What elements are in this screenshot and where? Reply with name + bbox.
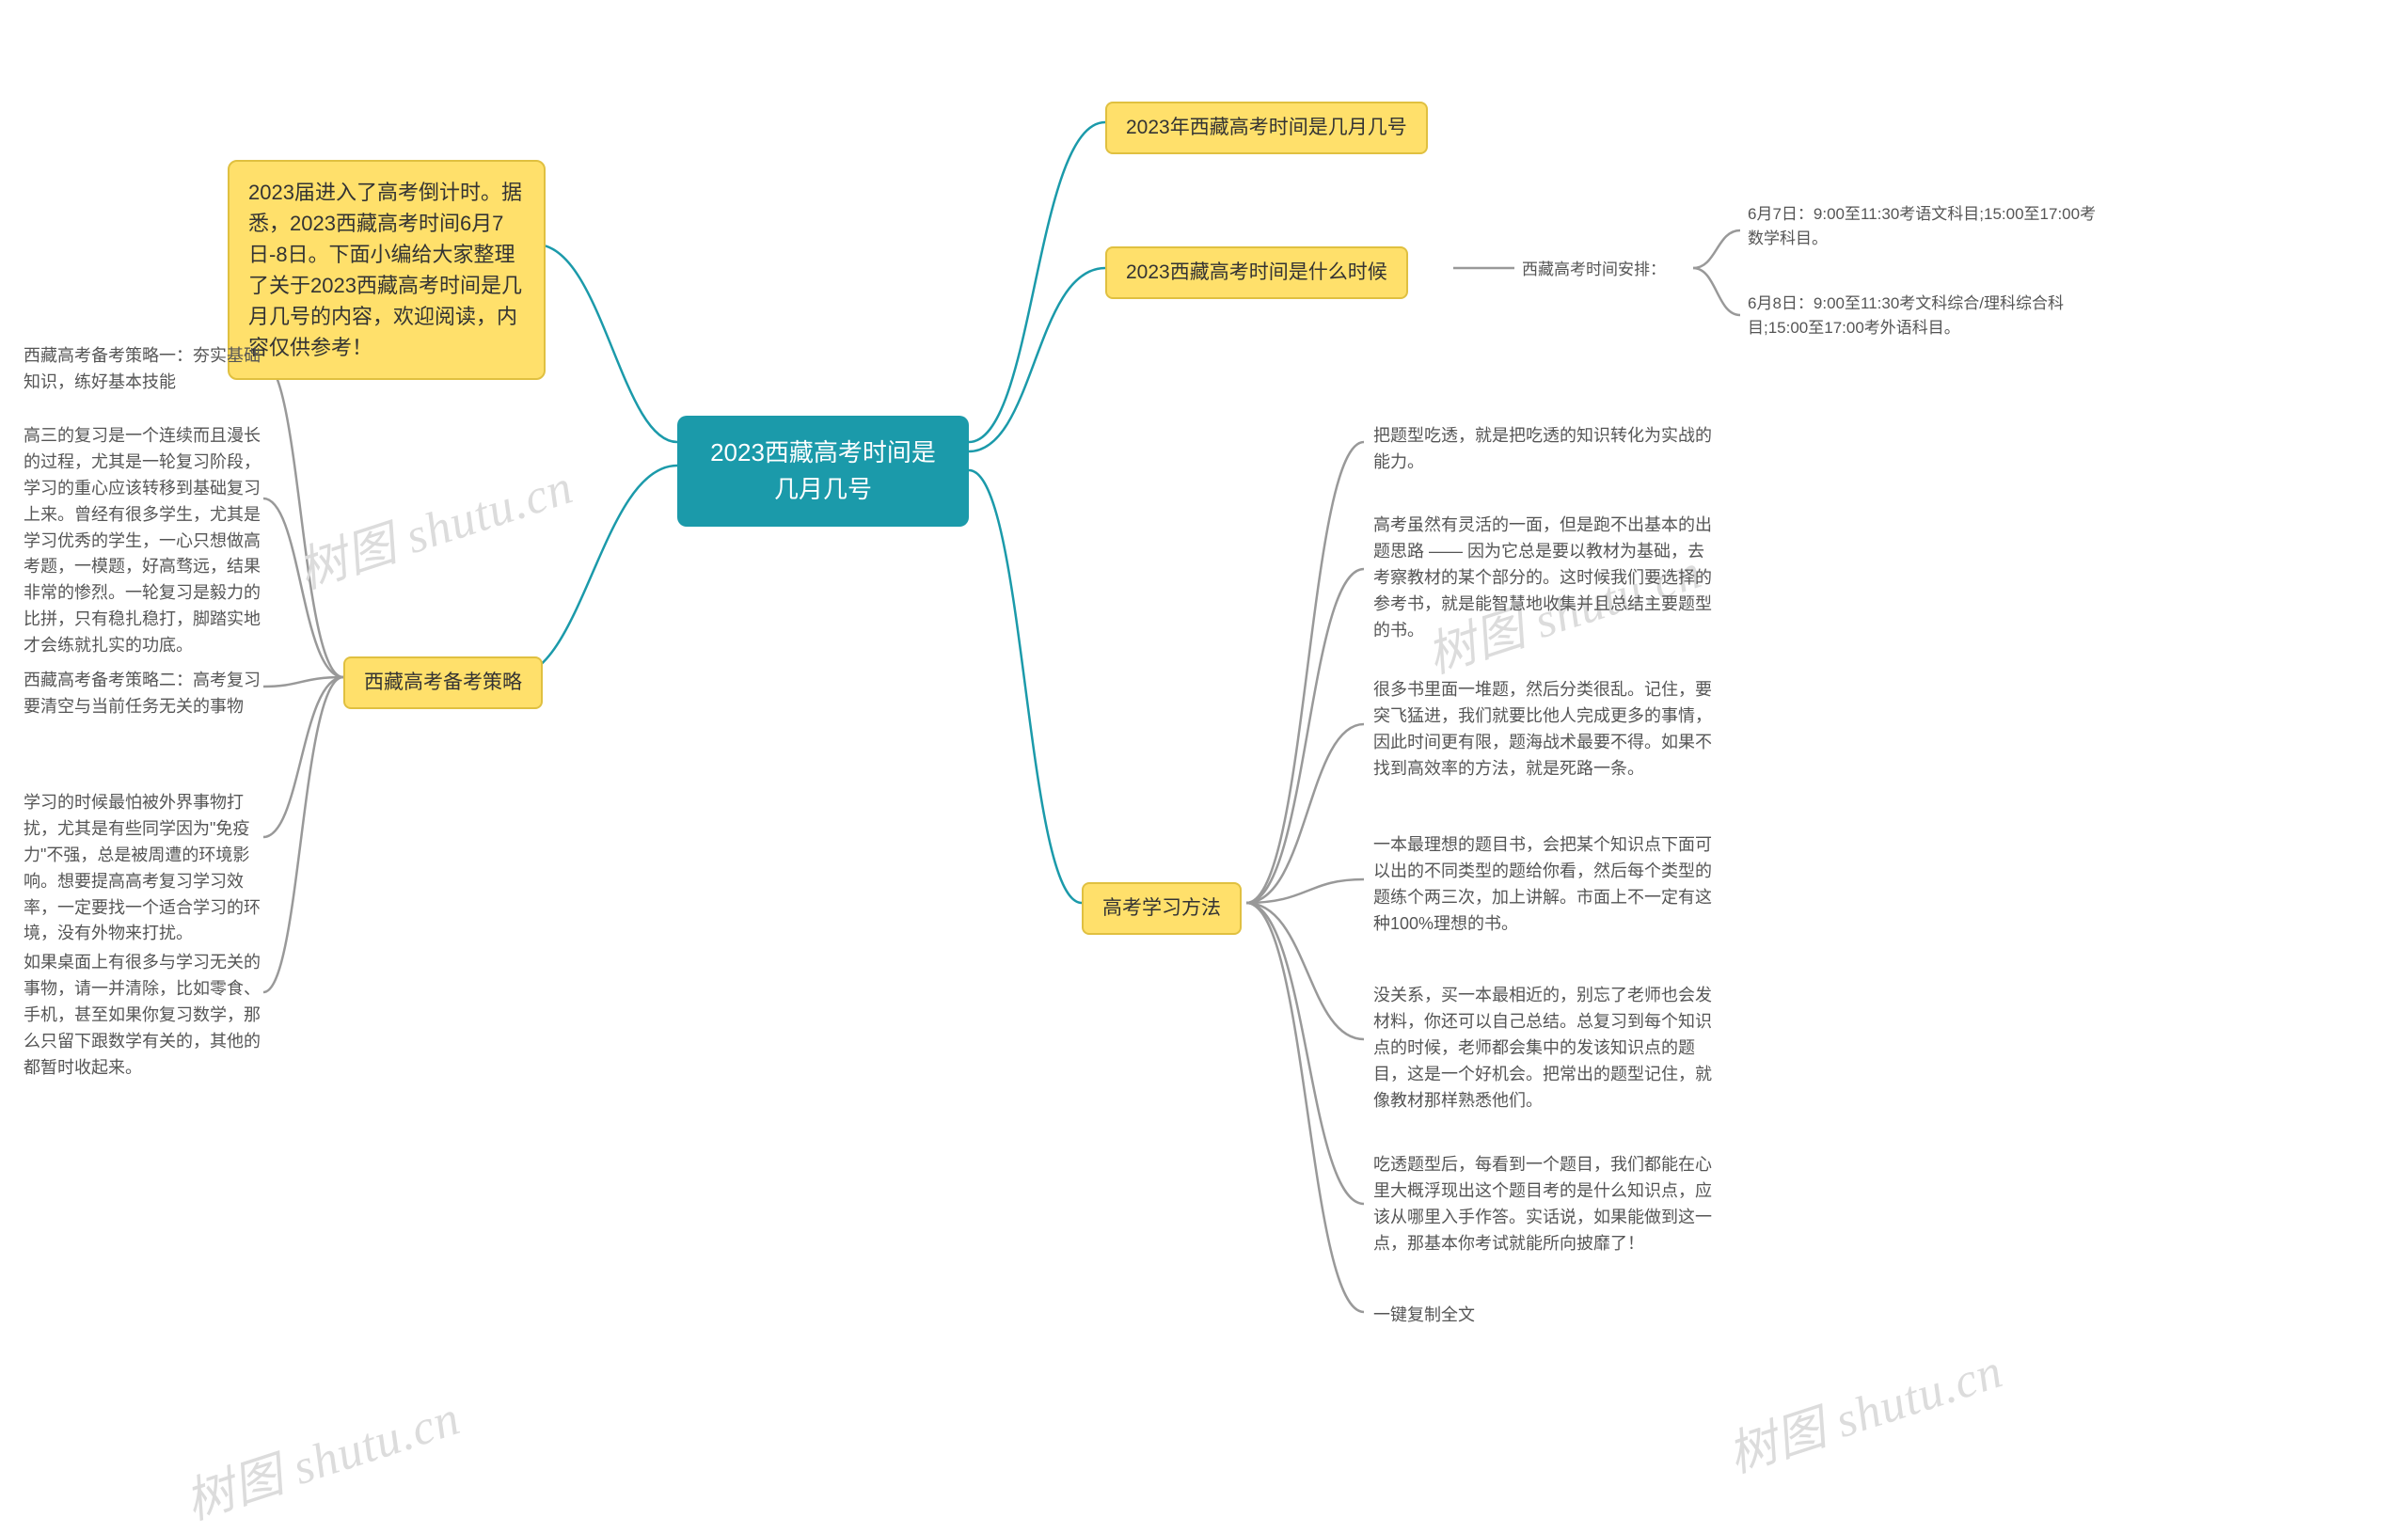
branch-r2-sub: 西藏高考时间安排：: [1522, 258, 1691, 282]
watermark: 树图 shutu.cn: [288, 447, 580, 602]
root-node: 2023西藏高考时间是几月几号: [677, 416, 969, 527]
leaf-l1-p1: 西藏高考备考策略一：夯实基础知识，练好基本技能: [24, 343, 268, 396]
leaf-r3-p1: 把题型吃透，就是把吃透的知识转化为实战的能力。: [1373, 423, 1712, 476]
branch-r2: 2023西藏高考时间是什么时候: [1105, 246, 1408, 299]
leaf-r2-1: 6月7日：9:00至11:30考语文科目;15:00至17:00考数学科目。: [1748, 202, 2105, 250]
leaf-l1-p2: 高三的复习是一个连续而且漫长的过程，尤其是一轮复习阶段，学习的重心应该转移到基础…: [24, 423, 268, 659]
leaf-r3-p4: 一本最理想的题目书，会把某个知识点下面可以出的不同类型的题给你看，然后每个类型的…: [1373, 832, 1712, 938]
leaf-l1-p5: 如果桌面上有很多与学习无关的事物，请一并清除，比如零食、手机，甚至如果你复习数学…: [24, 950, 268, 1081]
branch-l1: 西藏高考备考策略: [343, 656, 543, 709]
leaf-l1-p4: 学习的时候最怕被外界事物打扰，尤其是有些同学因为"免疫力"不强，总是被周遭的环境…: [24, 790, 268, 947]
leaf-r3-p6: 吃透题型后，每看到一个题目，我们都能在心里大概浮现出这个题目考的是什么知识点，应…: [1373, 1152, 1712, 1257]
watermark: 树图 shutu.cn: [1718, 1331, 2010, 1486]
leaf-l1-p3: 西藏高考备考策略二：高考复习要清空与当前任务无关的事物: [24, 668, 268, 720]
leaf-r3-p5: 没关系，买一本最相近的，别忘了老师也会发材料，你还可以自己总结。总复习到每个知识…: [1373, 983, 1712, 1114]
intro-note: 2023届进入了高考倒计时。据悉，2023西藏高考时间6月7日-8日。下面小编给…: [228, 160, 546, 380]
leaf-r2-2: 6月8日：9:00至11:30考文科综合/理科综合科目;15:00至17:00考…: [1748, 292, 2105, 340]
leaf-r3-p2: 高考虽然有灵活的一面，但是跑不出基本的出题思路 —— 因为它总是要以教材为基础，…: [1373, 513, 1712, 643]
branch-r3: 高考学习方法: [1082, 882, 1242, 935]
branch-r1: 2023年西藏高考时间是几月几号: [1105, 102, 1428, 154]
watermark: 树图 shutu.cn: [175, 1378, 467, 1533]
leaf-r3-p3: 很多书里面一堆题，然后分类很乱。记住，要突飞猛进，我们就要比他人完成更多的事情，…: [1373, 677, 1712, 782]
leaf-r3-p7: 一键复制全文: [1373, 1303, 1712, 1329]
